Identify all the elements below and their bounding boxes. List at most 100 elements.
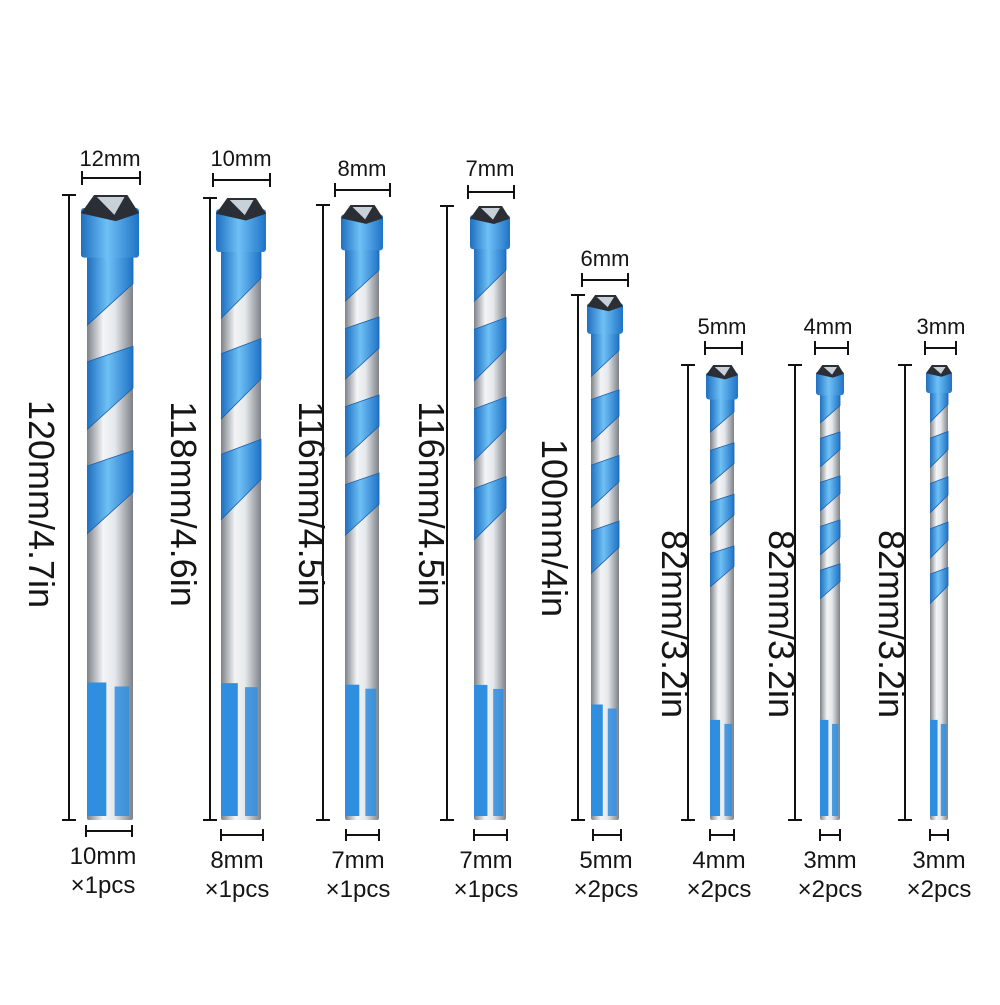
quantity-value: ×1pcs xyxy=(70,872,136,899)
drill-shank xyxy=(710,382,734,820)
carbide-tip-highlight xyxy=(352,207,373,220)
drill-head xyxy=(470,215,510,250)
length-label: 82mm/3.2in xyxy=(871,529,912,719)
spiral-flute xyxy=(86,449,134,535)
shank-size-value: 5mm xyxy=(579,847,633,874)
spiral-flute xyxy=(473,316,507,382)
shank-blue-flat xyxy=(591,704,603,816)
spiral-flute xyxy=(819,475,841,512)
spiral-flute xyxy=(819,519,841,556)
shank-blue-flat xyxy=(607,708,617,816)
shank-blue-flat xyxy=(930,719,938,816)
drill-head xyxy=(816,371,844,396)
drill-head xyxy=(81,208,139,258)
length-label: 82mm/3.2in xyxy=(761,529,802,719)
spiral-flute xyxy=(220,338,262,420)
shank-blue-flat xyxy=(365,688,377,816)
tip-size-label: 7mm xyxy=(465,156,515,181)
spiral-flute xyxy=(344,472,380,536)
carbide-tip-highlight xyxy=(96,197,125,215)
drill-head xyxy=(587,303,623,334)
spiral-flute xyxy=(819,431,841,468)
length-label: 82mm/3.2in xyxy=(654,529,695,719)
shank-blue-flat xyxy=(221,683,238,816)
tip-size-label: 8mm xyxy=(337,156,387,181)
quantity-value: ×2pcs xyxy=(686,876,752,903)
shank-blue-flat xyxy=(474,684,488,816)
length-label: 116mm/4.5in xyxy=(411,401,452,607)
shank-size-value: 3mm xyxy=(803,847,857,874)
drill-bit xyxy=(788,341,849,841)
shank-blue-flat xyxy=(345,684,360,816)
shank-blue-flat xyxy=(493,688,504,816)
shank-blue-flat xyxy=(832,723,839,816)
drill-head xyxy=(706,372,738,400)
carbide-tip-highlight xyxy=(714,367,730,376)
shank-size-value: 10mm xyxy=(69,843,137,870)
tip-size-label: 10mm xyxy=(210,146,272,171)
shank-blue-flat xyxy=(724,723,733,816)
drill-bit xyxy=(203,173,271,841)
spiral-flute xyxy=(929,476,949,514)
shank-blue-flat xyxy=(245,687,258,816)
drill-shank xyxy=(591,314,619,820)
drill-bit xyxy=(440,185,515,841)
carbide-tip-highlight xyxy=(229,200,254,216)
shank-blue-flat xyxy=(820,719,829,816)
spiral-flute xyxy=(86,345,134,430)
quantity-value: ×1pcs xyxy=(325,876,391,903)
drill-bit xyxy=(681,341,743,841)
tip-size-label: 6mm xyxy=(580,246,630,271)
shank-blue-flat xyxy=(87,682,107,816)
shank-blue-flat xyxy=(710,719,721,816)
shank-size-value: 8mm xyxy=(210,847,264,874)
shank-blue-flat xyxy=(940,723,947,816)
length-label: 120mm/4.7in xyxy=(21,399,62,609)
spiral-flute xyxy=(473,396,507,461)
spiral-flute xyxy=(709,442,735,485)
spiral-flute xyxy=(819,563,841,600)
shank-size-label: 4mm ×2pcs xyxy=(687,846,752,904)
carbide-tip-highlight xyxy=(823,367,837,375)
drill-head xyxy=(341,214,383,251)
spiral-flute xyxy=(344,316,380,380)
spiral-flute xyxy=(929,566,949,604)
spiral-flute xyxy=(709,545,735,588)
quantity-value: ×2pcs xyxy=(797,876,863,903)
drill-bit xyxy=(316,183,391,841)
carbide-tip-highlight xyxy=(596,297,614,308)
drill-bit xyxy=(898,341,957,841)
quantity-value: ×2pcs xyxy=(573,876,639,903)
spiral-flute xyxy=(590,454,620,509)
spiral-flute xyxy=(929,430,949,468)
shank-size-label: 8mm ×1pcs xyxy=(205,846,270,904)
tip-size-label: 5mm xyxy=(697,314,747,339)
shank-size-label: 10mm ×1pcs xyxy=(70,842,137,900)
drill-head xyxy=(216,209,266,252)
shank-size-label: 5mm ×2pcs xyxy=(574,846,639,904)
tip-size-label: 4mm xyxy=(803,314,853,339)
shank-size-label: 3mm ×2pcs xyxy=(798,846,863,904)
carbide-tip-highlight xyxy=(933,367,946,374)
shank-size-value: 7mm xyxy=(331,847,385,874)
tip-size-label: 3mm xyxy=(916,314,966,339)
shank-size-label: 7mm ×1pcs xyxy=(454,846,519,904)
shank-size-value: 3mm xyxy=(912,847,966,874)
quantity-value: ×1pcs xyxy=(204,876,270,903)
drill-bit xyxy=(62,171,141,837)
shank-size-label: 3mm ×2pcs xyxy=(907,846,972,904)
carbide-tip-highlight xyxy=(481,208,500,220)
spiral-flute xyxy=(929,521,949,559)
quantity-value: ×2pcs xyxy=(906,876,972,903)
spiral-flute xyxy=(590,389,620,443)
drill-head xyxy=(926,370,952,394)
shank-blue-flat xyxy=(114,686,130,816)
drill-shank xyxy=(345,227,379,820)
length-label: 118mm/4.6in xyxy=(163,401,204,607)
spiral-flute xyxy=(590,520,620,574)
spiral-flute xyxy=(709,493,735,536)
length-label: 100mm/4in xyxy=(534,438,575,618)
shank-size-value: 7mm xyxy=(459,847,513,874)
